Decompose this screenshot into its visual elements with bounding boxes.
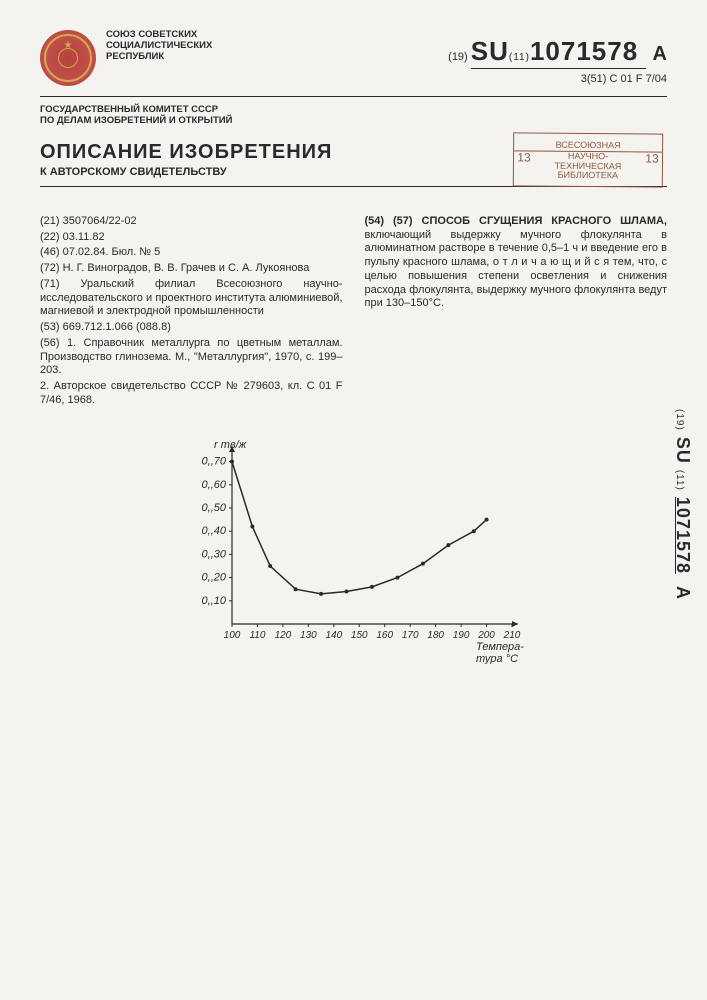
svg-text:150: 150 [350,630,367,641]
svg-text:0,,10: 0,,10 [201,594,226,606]
field-46: (46) 07.02.84. Бюл. № 5 [40,246,343,260]
field-56b: 2. Авторское свидетельство СССР № 279603… [40,380,343,408]
pub-number: 1071578 [530,36,638,66]
side-code: (19) SU (11) 1071578 A [672,409,693,600]
svg-text:0,,20: 0,,20 [201,571,226,583]
field-53: (53) 669.712.1.066 (088.8) [40,321,343,335]
ipc-prefix: 3(51) [581,73,607,85]
field-56a: (56) 1. Справочник металлурга по цветным… [40,337,343,378]
svg-text:180: 180 [427,630,444,641]
svg-text:r тв/ж: r тв/ж [214,439,247,451]
svg-text:130: 130 [300,630,317,641]
chart-wrap: 0,,10 0,,20 0,,30 0,,40 0,,50 0,,60 0,,70 100 11… [40,434,667,664]
svg-text:110: 110 [249,630,265,641]
svg-text:120: 120 [274,630,291,641]
side-number: 1071578 [673,497,693,574]
svg-text:210: 210 [502,630,520,641]
side-country: SU [673,437,693,464]
svg-text:0,,40: 0,,40 [201,525,226,537]
stamp-line4: БИБЛИОТЕКА [534,170,642,180]
side-suffix: A [673,586,693,600]
chart: 0,,10 0,,20 0,,30 0,,40 0,,50 0,,60 0,,70 100 11… [184,434,524,664]
union-line3: РЕСПУБЛИК [106,52,212,63]
title-block: ОПИСАНИЕ ИЗОБРЕТЕНИЯ К АВТОРСКОМУ СВИДЕТ… [40,141,667,178]
right-column: (54) (57) СПОСОБ СГУЩЕНИЯ КРАСНОГО ШЛАМА… [365,215,668,410]
header-row: СОЮЗ СОВЕТСКИХ СОЦИАЛИСТИЧЕСКИХ РЕСПУБЛИ… [40,30,667,86]
columns: (21) 3507064/22-02 (22) 03.11.82 (46) 07… [40,215,667,410]
field-72: (72) Н. Г. Виноградов, В. В. Грачев и С.… [40,262,343,276]
divider-1 [40,96,667,97]
pub-midfix: (11) [509,52,530,63]
stamp-num-l: 13 [514,151,534,179]
pub-prefix: (19) [448,51,468,63]
svg-text:0,,70: 0,,70 [201,455,226,467]
publication-number-block: (19) SU(11)1071578 A 3(51) C 01 F 7/04 [448,30,667,85]
chart-svg: 0,,10 0,,20 0,,30 0,,40 0,,50 0,,60 0,,70 100 11… [184,434,524,664]
abstract: (54) (57) СПОСОБ СГУЩЕНИЯ КРАСНОГО ШЛАМА… [365,215,668,311]
field-71: (71) Уральский филиал Всесоюзного научно… [40,278,343,319]
pub-suffix: A [653,43,667,65]
committee-block: ГОСУДАРСТВЕННЫЙ КОМИТЕТ СССР ПО ДЕЛАМ ИЗ… [40,105,667,127]
svg-text:100: 100 [223,630,240,641]
svg-text:0,,60: 0,,60 [201,478,226,490]
ussr-emblem [40,30,96,86]
committee-line2: ПО ДЕЛАМ ИЗОБРЕТЕНИЙ И ОТКРЫТИЙ [40,116,667,127]
svg-text:0,,30: 0,,30 [201,548,226,560]
abstract-head: (54) (57) СПОСОБ СГУЩЕНИЯ КРАСНОГО ШЛАМА… [365,215,668,227]
abstract-body: включающий выдержку мучного флокулянта в… [365,229,668,310]
field-21: (21) 3507064/22-02 [40,215,343,229]
svg-text:190: 190 [452,630,469,641]
svg-text:140: 140 [325,630,342,641]
pub-country: SU [471,36,509,66]
svg-text:0,,50: 0,,50 [201,502,226,514]
field-22: (22) 03.11.82 [40,231,343,245]
library-stamp: ВСЕСОЮЗНАЯ 13 НАУЧНО- ТЕХНИЧЕСКАЯ БИБЛИО… [513,132,663,187]
ipc-code: C 01 F 7/04 [610,73,667,85]
side-prefix: (19) [674,409,685,431]
side-midfix: (11) [674,470,685,491]
svg-text:тура °C: тура °C [476,653,518,664]
svg-text:160: 160 [376,630,393,641]
union-text: СОЮЗ СОВЕТСКИХ СОЦИАЛИСТИЧЕСКИХ РЕСПУБЛИ… [106,30,212,63]
svg-text:Темпера-: Темпера- [476,641,524,653]
left-column: (21) 3507064/22-02 (22) 03.11.82 (46) 07… [40,215,343,410]
ipc-row: 3(51) C 01 F 7/04 [448,73,667,85]
svg-text:200: 200 [477,630,495,641]
stamp-num-r: 13 [642,152,662,180]
svg-text:170: 170 [401,630,418,641]
